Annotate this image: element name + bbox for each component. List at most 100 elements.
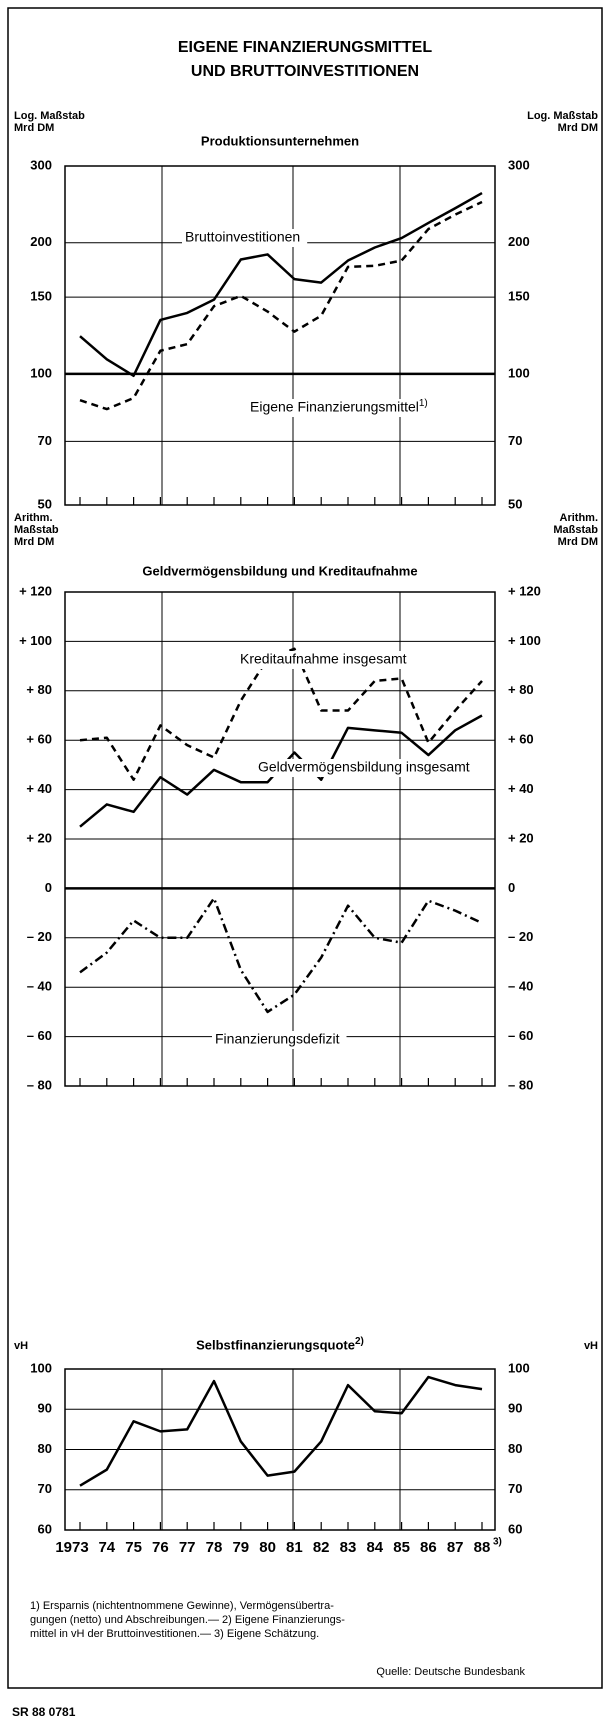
- panel-title: Produktionsunternehmen: [201, 133, 359, 148]
- x-tick-label: 1973: [55, 1539, 88, 1556]
- y-tick-label: – 80: [508, 1077, 533, 1092]
- panel-title: Selbstfinanzierungsquote2): [196, 1336, 364, 1353]
- axis-label: Arithm.: [14, 512, 53, 524]
- series-label: Bruttoinvestitionen: [185, 229, 300, 245]
- y-tick-label: + 40: [26, 781, 52, 796]
- series-label: Finanzierungsdefizit: [215, 1031, 340, 1047]
- y-tick-label: 50: [508, 496, 522, 511]
- y-tick-label: – 40: [27, 979, 52, 994]
- y-tick-label: 200: [30, 234, 52, 249]
- y-tick-label: + 120: [508, 583, 541, 598]
- x-tick-label: 79: [232, 1539, 249, 1556]
- y-tick-label: – 60: [508, 1028, 533, 1043]
- y-tick-label: 150: [30, 289, 52, 304]
- x-tick-label: 84: [366, 1539, 383, 1556]
- y-tick-label: 80: [508, 1441, 522, 1456]
- label-background: [247, 399, 435, 417]
- axis-label: Mrd DM: [14, 122, 54, 134]
- y-tick-label: 90: [38, 1401, 52, 1416]
- axis-label: vH: [14, 1340, 28, 1352]
- series-line: [79, 191, 483, 378]
- y-tick-label: + 20: [26, 830, 52, 845]
- y-tick-label: – 60: [27, 1028, 52, 1043]
- axis-label: vH: [584, 1340, 598, 1352]
- title-line: EIGENE FINANZIERUNGSMITTEL: [178, 39, 432, 56]
- y-tick-label: 60: [38, 1521, 52, 1536]
- series-line: [79, 200, 483, 411]
- y-tick-label: + 60: [26, 732, 52, 747]
- y-tick-label: 300: [30, 157, 52, 172]
- footnote: mittel in vH der Bruttoinvestitionen.— 3…: [30, 1628, 319, 1640]
- y-tick-label: 80: [38, 1441, 52, 1456]
- frame: [7, 7, 603, 1689]
- x-tick-label: 86: [420, 1539, 437, 1556]
- series-line: [79, 1375, 483, 1487]
- y-tick-label: 100: [30, 1360, 52, 1375]
- y-tick-label: – 20: [508, 929, 533, 944]
- y-tick-label: 70: [38, 1481, 52, 1496]
- y-tick-label: 70: [508, 1481, 522, 1496]
- y-tick-label: 60: [508, 1521, 522, 1536]
- x-tick-label: 87: [447, 1539, 464, 1556]
- series-line: [79, 897, 483, 1014]
- x-tick-label: 80: [259, 1539, 276, 1556]
- label-background: [255, 759, 477, 777]
- footnote: 1) Ersparnis (nichtentnommene Gewinne), …: [30, 1600, 334, 1612]
- y-tick-label: 100: [508, 365, 530, 380]
- axis-label: Mrd DM: [558, 536, 598, 548]
- label-background: [182, 229, 308, 247]
- axis-label: Mrd DM: [558, 122, 598, 134]
- series-label: Kreditaufnahme insgesamt: [240, 651, 407, 667]
- x-tick-label: 75: [125, 1539, 142, 1556]
- y-tick-label: 100: [508, 1360, 530, 1375]
- plot-area: [64, 165, 496, 506]
- x-tick-label: 85: [393, 1539, 410, 1556]
- x-tick-label: 82: [313, 1539, 330, 1556]
- y-tick-label: + 80: [508, 682, 534, 697]
- x-tick-label: 88: [474, 1539, 491, 1556]
- label-background: [212, 1031, 347, 1049]
- y-tick-label: + 80: [26, 682, 52, 697]
- y-tick-label: + 60: [508, 732, 534, 747]
- y-tick-label: 200: [508, 234, 530, 249]
- axis-label: Arithm.: [560, 512, 599, 524]
- y-tick-label: 70: [38, 433, 52, 448]
- y-tick-label: 0: [45, 880, 52, 895]
- axis-label: Maßstab: [14, 524, 59, 536]
- y-tick-label: 50: [38, 496, 52, 511]
- y-tick-label: 90: [508, 1401, 522, 1416]
- y-tick-label: 100: [30, 365, 52, 380]
- source: Quelle: Deutsche Bundesbank: [376, 1666, 525, 1678]
- x-tick-label: 76: [152, 1539, 169, 1556]
- y-tick-label: + 40: [508, 781, 534, 796]
- x-tick-label: 83: [340, 1539, 357, 1556]
- axis-label: Log. Maßstab: [14, 110, 85, 122]
- x-tick-label: 77: [179, 1539, 196, 1556]
- y-tick-label: 150: [508, 289, 530, 304]
- x-tick-label: 74: [98, 1539, 115, 1556]
- series-note: 1): [419, 398, 428, 409]
- series-label: Geldvermögensbildung insgesamt: [258, 759, 470, 775]
- y-tick-label: – 40: [508, 979, 533, 994]
- y-tick-label: + 120: [19, 583, 52, 598]
- title-line: UND BRUTTOINVESTITIONEN: [191, 63, 419, 80]
- y-tick-label: 70: [508, 433, 522, 448]
- code: SR 88 0781: [12, 1705, 76, 1719]
- axis-label: Mrd DM: [14, 536, 54, 548]
- y-tick-label: + 100: [508, 633, 541, 648]
- y-tick-label: – 80: [27, 1077, 52, 1092]
- x-note: 3): [493, 1537, 502, 1548]
- label-background: [237, 651, 414, 669]
- footnote: gungen (netto) und Abschreibungen.— 2) E…: [30, 1614, 345, 1626]
- series-label: Eigene Finanzierungsmittel1): [250, 398, 428, 415]
- axis-label: Log. Maßstab: [527, 110, 598, 122]
- y-tick-label: + 20: [508, 830, 534, 845]
- y-tick-label: – 20: [27, 929, 52, 944]
- x-tick-label: 81: [286, 1539, 303, 1556]
- y-tick-label: 0: [508, 880, 515, 895]
- x-tick-label: 78: [206, 1539, 223, 1556]
- y-tick-label: 300: [508, 157, 530, 172]
- axis-label: Maßstab: [553, 524, 598, 536]
- title-note: 2): [355, 1336, 364, 1347]
